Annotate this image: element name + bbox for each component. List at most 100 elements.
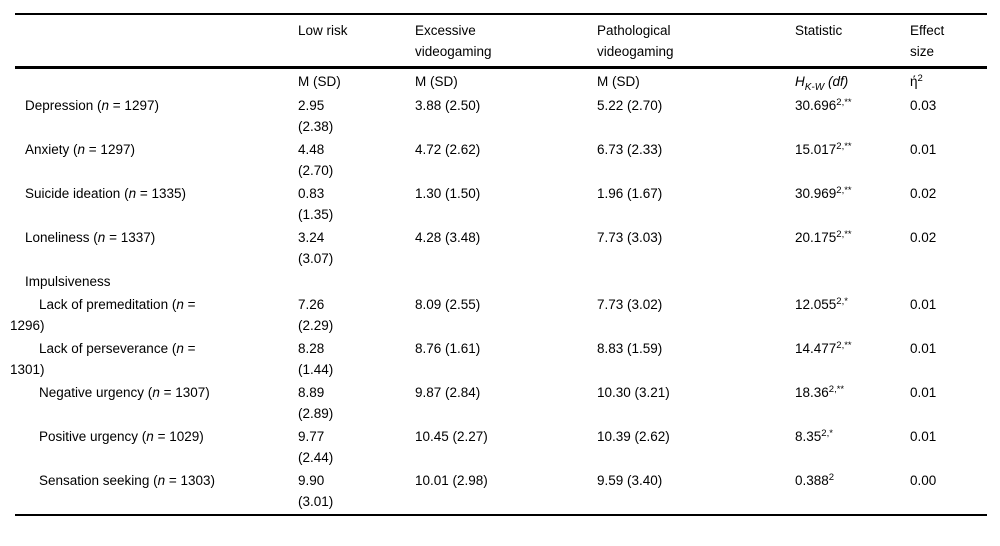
statistic-superscript: 2,** (836, 229, 852, 240)
cell-pathological-videogaming: 9.59 (3.40) (597, 473, 663, 488)
cell-excessive-videogaming: 10.01 (2.98) (415, 473, 488, 488)
cell-excessive-videogaming: 3.88 (2.50) (415, 98, 481, 113)
cell-statistic: 30.6962,** (795, 95, 910, 116)
row-label-n-symbol: n (97, 230, 106, 245)
row-label-text: Impulsiveness (25, 274, 111, 289)
cell-low-risk: 7.26 (2.29) (298, 294, 415, 336)
low-risk-value: 3.24 (3.07) (298, 230, 334, 266)
row-label-text: Depression ( (25, 98, 102, 113)
row-label-n-symbol: n (128, 186, 137, 201)
cell-effect-size: 0.01 (910, 142, 937, 157)
row-label-n-symbol: n (176, 297, 184, 312)
row-label-n-symbol: n (146, 429, 154, 444)
row-label-text: Lack of premeditation ( (39, 297, 177, 312)
row-label-sample-size: = 1029) (153, 429, 204, 444)
statistic-superscript: 2 (828, 472, 835, 483)
eta-superscript: 2 (917, 73, 923, 84)
table-row: Impulsiveness (10, 271, 987, 292)
row-label-sample-size: = 1297) (85, 142, 135, 157)
cell-statistic: 20.1752,** (795, 227, 910, 248)
row-label-text: Anxiety ( (25, 142, 78, 157)
cell-statistic: 30.9692,** (795, 183, 910, 204)
cell-row-label: Lack of perseverance (n = 1301) (10, 338, 298, 380)
statistic-superscript: 2,** (836, 185, 852, 196)
cell-low-risk: 9.77 (2.44) (298, 426, 415, 468)
statistic-superscript: 2,** (836, 97, 852, 108)
row-label-line1: Impulsiveness (10, 271, 298, 292)
row-label-line1: Suicide ideation (n = 1335) (10, 183, 298, 204)
cell-low-risk: 9.90 (3.01) (298, 470, 415, 512)
subheader-m-sd-excessive: M (SD) (415, 74, 458, 89)
col-header-label: Excessive videogaming (415, 23, 492, 59)
cell-low-risk: 2.95 (2.38) (298, 95, 415, 137)
row-label-line1: Sensation seeking (n = 1303) (10, 470, 298, 491)
col-header-excessive-videogaming: Excessive videogaming (415, 20, 597, 62)
row-label-line2: 1301) (10, 362, 45, 377)
cell-row-label: Depression (n = 1297) (10, 95, 298, 116)
statistic-value: 15.017 (795, 142, 837, 157)
row-label-line1: Positive urgency (n = 1029) (10, 426, 298, 447)
statistic-value: 0.388 (795, 473, 829, 488)
kw-subscript: K-W (804, 82, 825, 93)
cell-excessive-videogaming: 4.28 (3.48) (415, 230, 481, 245)
cell-effect-size: 0.01 (910, 429, 937, 444)
table-row: Lack of perseverance (n = 1301) 8.28 (1.… (10, 338, 987, 380)
cell-pathological-videogaming: 10.30 (3.21) (597, 385, 670, 400)
row-label-n-symbol: n (157, 473, 166, 488)
cell-low-risk: 4.48 (2.70) (298, 139, 415, 181)
statistic-superscript: 2,* (836, 296, 848, 307)
cell-row-label: Impulsiveness (10, 271, 298, 292)
eta-symbol: ή (910, 74, 918, 89)
cell-pathological-videogaming: 8.83 (1.59) (597, 341, 663, 356)
cell-excessive-videogaming: 8.76 (1.61) (415, 341, 481, 356)
row-label-sample-size: = 1303) (165, 473, 216, 488)
row-label-text: Loneliness ( (25, 230, 98, 245)
row-label-line1: Loneliness (n = 1337) (10, 227, 298, 248)
row-label-sample-size: = 1297) (109, 98, 159, 113)
statistic-value: 14.477 (795, 341, 837, 356)
low-risk-value: 8.28 (1.44) (298, 341, 334, 377)
row-label-text: Lack of perseverance ( (39, 341, 177, 356)
table-row: Sensation seeking (n = 1303) 9.90 (3.01)… (10, 470, 987, 512)
cell-excessive-videogaming: 1.30 (1.50) (415, 186, 481, 201)
row-label-sample-size: = (183, 297, 196, 312)
cell-effect-size: 0.02 (910, 186, 937, 201)
cell-effect-size: 0.03 (910, 98, 937, 113)
cell-statistic: 12.0552,* (795, 294, 910, 315)
cell-excessive-videogaming: 4.72 (2.62) (415, 142, 481, 157)
cell-excessive-videogaming: 10.45 (2.27) (415, 429, 488, 444)
table-bottom-rule (15, 514, 987, 516)
row-label-n-symbol: n (176, 341, 184, 356)
col-header-label: Effect size (910, 23, 945, 59)
low-risk-value: 0.83 (1.35) (298, 186, 334, 222)
col-header-pathological-videogaming: Pathological videogaming (597, 20, 795, 62)
col-header-effect-size: Effect size (910, 20, 972, 62)
cell-statistic: 14.4772,** (795, 338, 910, 359)
cell-row-label: Sensation seeking (n = 1303) (10, 470, 298, 491)
cell-pathological-videogaming: 10.39 (2.62) (597, 429, 670, 444)
table-body: Depression (n = 1297) 2.95 (2.38) 3.88 (… (10, 95, 987, 512)
cell-statistic: 0.3882 (795, 470, 910, 491)
subheader-m-sd-pathological: M (SD) (597, 74, 640, 89)
row-label-n-symbol: n (101, 98, 110, 113)
low-risk-value: 2.95 (2.38) (298, 98, 334, 134)
cell-low-risk: 8.89 (2.89) (298, 382, 415, 424)
table-row: Anxiety (n = 1297) 4.48 (2.70) 4.72 (2.6… (10, 139, 987, 181)
table-row: Depression (n = 1297) 2.95 (2.38) 3.88 (… (10, 95, 987, 137)
row-label-text: Negative urgency ( (39, 385, 153, 400)
table-header-rule (15, 66, 987, 69)
cell-pathological-videogaming: 7.73 (3.02) (597, 297, 663, 312)
cell-row-label: Anxiety (n = 1297) (10, 139, 298, 160)
cell-effect-size: 0.02 (910, 230, 937, 245)
cell-effect-size: 0.01 (910, 341, 937, 356)
subheader-eta-squared: ή2 (910, 71, 972, 92)
table-row: Loneliness (n = 1337) 3.24 (3.07) 4.28 (… (10, 227, 987, 269)
table-row: Lack of premeditation (n = 1296) 7.26 (2… (10, 294, 987, 336)
statistic-superscript: 2,* (821, 428, 833, 439)
row-label-line1: Lack of perseverance (n = (10, 338, 298, 359)
cell-pathological-videogaming: 6.73 (2.33) (597, 142, 663, 157)
row-label-line1: Negative urgency (n = 1307) (10, 382, 298, 403)
row-label-line1: Anxiety (n = 1297) (10, 139, 298, 160)
low-risk-value: 4.48 (2.70) (298, 142, 334, 178)
cell-low-risk: 8.28 (1.44) (298, 338, 415, 380)
